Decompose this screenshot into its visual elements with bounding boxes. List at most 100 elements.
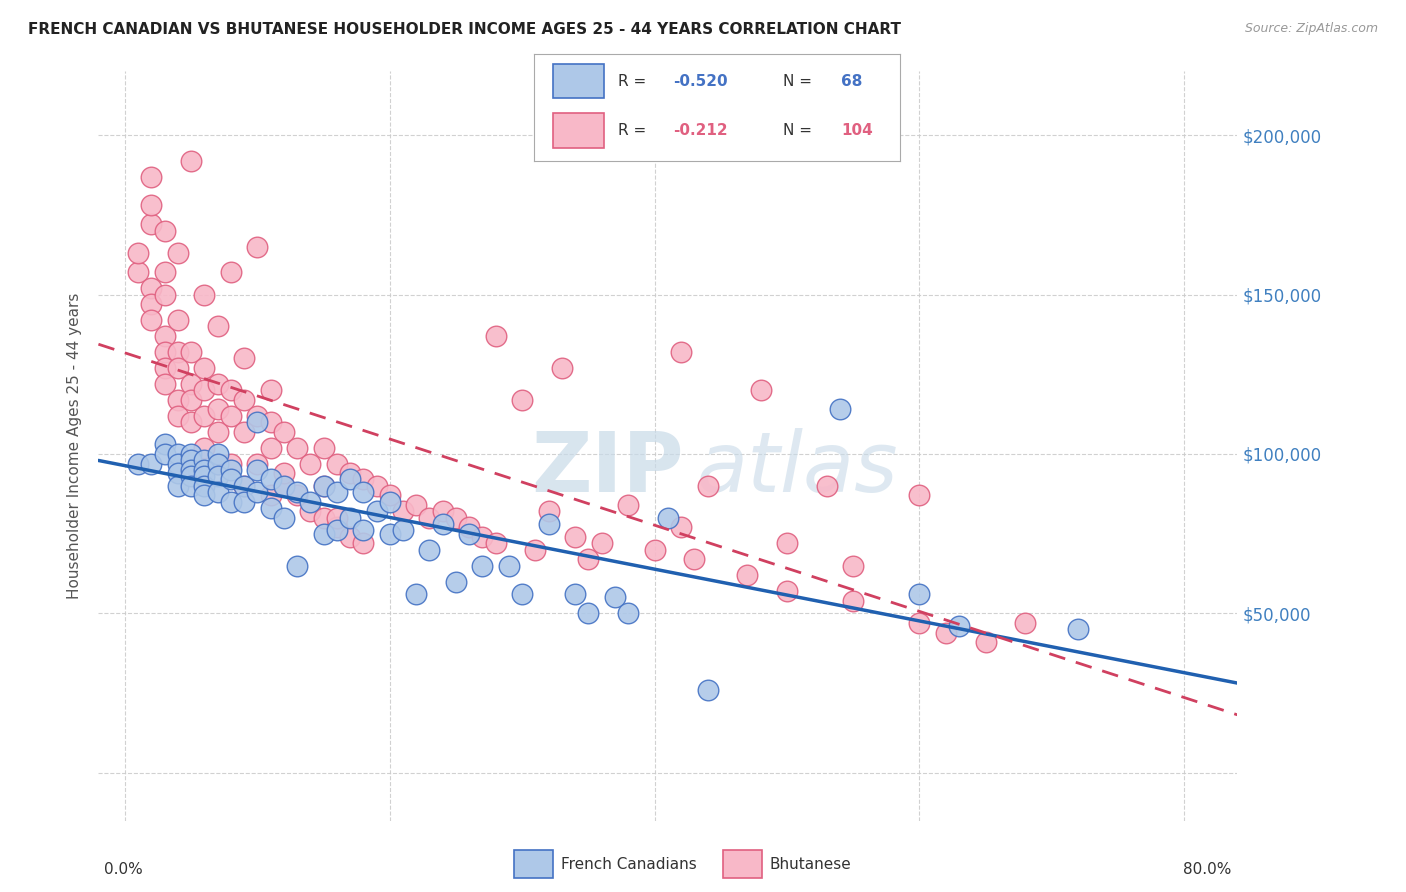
FancyBboxPatch shape <box>723 850 762 879</box>
Point <box>551 360 574 375</box>
Text: FRENCH CANADIAN VS BHUTANESE HOUSEHOLDER INCOME AGES 25 - 44 YEARS CORRELATION C: FRENCH CANADIAN VS BHUTANESE HOUSEHOLDER… <box>28 22 901 37</box>
Point <box>617 607 640 621</box>
Point <box>418 542 440 557</box>
FancyBboxPatch shape <box>515 850 554 879</box>
Point <box>458 520 481 534</box>
Point <box>219 495 242 509</box>
Point <box>737 568 759 582</box>
Text: 80.0%: 80.0% <box>1184 862 1232 877</box>
Point <box>776 584 799 599</box>
Point <box>312 479 335 493</box>
Text: Source: ZipAtlas.com: Source: ZipAtlas.com <box>1244 22 1378 36</box>
Point <box>683 552 706 566</box>
Point <box>378 495 401 509</box>
Point <box>167 479 190 493</box>
Point <box>591 536 613 550</box>
Point <box>180 469 202 483</box>
Point <box>219 457 242 471</box>
Point <box>366 479 388 493</box>
Point <box>285 441 308 455</box>
Point <box>657 510 679 524</box>
Text: French Canadians: French Canadians <box>561 857 697 871</box>
Point <box>207 319 229 334</box>
Point <box>339 473 361 487</box>
Point <box>233 495 256 509</box>
Point <box>167 345 190 359</box>
Text: atlas: atlas <box>696 428 898 509</box>
Point <box>207 457 229 471</box>
Point <box>207 469 229 483</box>
Point <box>153 345 176 359</box>
Point <box>259 488 281 502</box>
Point <box>285 485 308 500</box>
Point <box>312 479 335 493</box>
Point <box>273 479 295 493</box>
Point <box>167 457 190 471</box>
Point <box>207 402 229 417</box>
Point <box>510 587 533 601</box>
Point <box>207 457 229 471</box>
Point <box>273 479 295 493</box>
Point <box>180 479 202 493</box>
Point <box>153 360 176 375</box>
Text: R =: R = <box>619 74 651 89</box>
Point <box>696 479 718 493</box>
Point <box>392 524 415 538</box>
Point <box>207 485 229 500</box>
Text: N =: N = <box>783 74 817 89</box>
Point <box>246 409 269 423</box>
Point <box>299 495 322 509</box>
Point <box>167 392 190 407</box>
Text: R =: R = <box>619 123 651 138</box>
Point <box>180 453 202 467</box>
Point <box>299 504 322 518</box>
Point <box>246 463 269 477</box>
Point <box>180 345 202 359</box>
Point <box>219 265 242 279</box>
Point <box>180 447 202 461</box>
Point <box>167 409 190 423</box>
Point <box>576 552 599 566</box>
Point <box>219 463 242 477</box>
Point <box>432 517 454 532</box>
Point <box>352 473 374 487</box>
Text: 104: 104 <box>841 123 873 138</box>
Point <box>603 591 626 605</box>
Text: ZIP: ZIP <box>531 428 683 509</box>
Point <box>935 625 957 640</box>
Point <box>219 473 242 487</box>
Point <box>153 265 176 279</box>
Point <box>127 457 149 471</box>
Point <box>219 409 242 423</box>
FancyBboxPatch shape <box>553 113 603 148</box>
Point <box>312 441 335 455</box>
Point <box>339 510 361 524</box>
Point <box>246 415 269 429</box>
Point <box>537 517 560 532</box>
Point <box>285 558 308 573</box>
Point <box>444 510 467 524</box>
Point <box>167 360 190 375</box>
Point <box>432 504 454 518</box>
Point <box>233 351 256 366</box>
Point <box>259 501 281 516</box>
Point <box>193 383 215 397</box>
Point <box>180 415 202 429</box>
Point <box>471 530 494 544</box>
Point <box>193 409 215 423</box>
Point <box>576 607 599 621</box>
Point <box>167 246 190 260</box>
Point <box>378 488 401 502</box>
Text: -0.520: -0.520 <box>673 74 728 89</box>
Point <box>908 488 931 502</box>
Point <box>299 457 322 471</box>
Point <box>405 498 427 512</box>
Point <box>669 520 692 534</box>
Point <box>273 510 295 524</box>
Point <box>233 479 256 493</box>
Point <box>193 453 215 467</box>
Point <box>233 479 256 493</box>
Point <box>193 463 215 477</box>
Point <box>167 447 190 461</box>
Point <box>167 313 190 327</box>
